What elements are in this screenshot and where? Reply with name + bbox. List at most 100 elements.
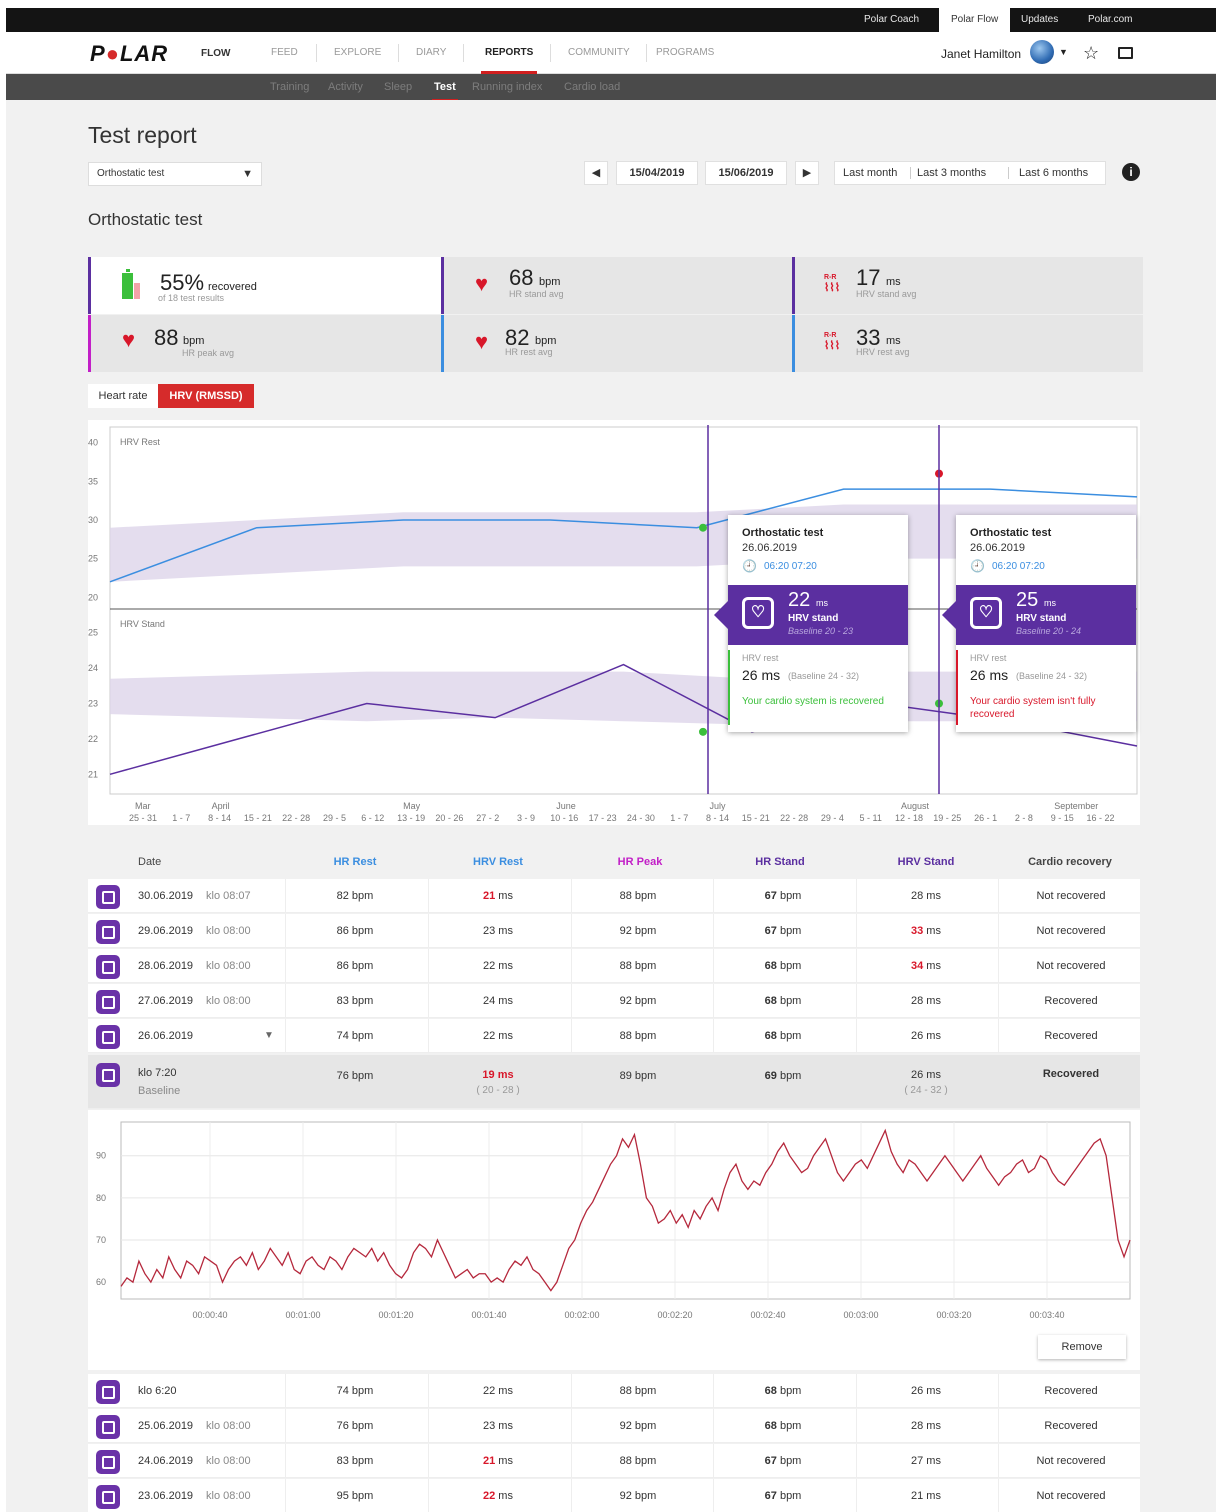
- toggle-hrv[interactable]: HRV (RMSSD): [158, 384, 254, 408]
- tooltip-title: Orthostatic test: [970, 527, 1052, 539]
- nav-feed[interactable]: FEED: [271, 47, 298, 58]
- avatar[interactable]: [1030, 40, 1054, 64]
- nav-reports[interactable]: REPORTS: [480, 47, 538, 74]
- table-row[interactable]: 26.06.2019 ▼ 74 bpm 22 ms 88 bpm 68 bpm 26 ms R…: [88, 1019, 1140, 1053]
- row-date: klo 6:20: [138, 1385, 177, 1397]
- subnav-cardio-load[interactable]: Cardio load: [564, 81, 621, 93]
- remove-button[interactable]: Remove: [1038, 1335, 1126, 1359]
- hrv-stand-chart-title: HRV Stand: [120, 619, 165, 629]
- row-hr-stand: 68 bpm: [764, 1420, 802, 1432]
- star-icon[interactable]: ☆: [1083, 43, 1100, 63]
- header-hrv-rest[interactable]: HRV Rest: [473, 856, 523, 868]
- test-type-select[interactable]: Orthostatic test ▼: [88, 162, 262, 186]
- header-hr-peak[interactable]: HR Peak: [617, 856, 663, 868]
- subnav-sleep[interactable]: Sleep: [384, 81, 413, 93]
- table-row[interactable]: 30.06.2019 klo 08:07 82 bpm 21 ms 88 bpm 67 b…: [88, 879, 1140, 913]
- table-row[interactable]: 27.06.2019 klo 08:00 83 bpm 24 ms 92 bpm 68 b…: [88, 984, 1140, 1018]
- expanded-hrv-stand: 26 ms: [911, 1069, 941, 1081]
- week-tick-label: 24 - 30: [627, 813, 655, 823]
- header-date[interactable]: Date: [138, 856, 162, 868]
- header-hr-rest[interactable]: HR Rest: [333, 856, 377, 868]
- range-last-3-months[interactable]: Last 3 months: [917, 167, 987, 179]
- nav-programs[interactable]: PROGRAMS: [656, 47, 715, 58]
- week-tick-label: 17 - 23: [589, 813, 617, 823]
- table-row[interactable]: 23.06.2019 klo 08:00 95 bpm 22 ms 92 bpm 67 b…: [88, 1479, 1140, 1512]
- next-range-button[interactable]: ▶: [795, 161, 819, 185]
- range-last-month[interactable]: Last month: [843, 167, 898, 179]
- tooltip-unit: ms: [816, 598, 828, 608]
- hrv-icon: R-R ⌇⌇⌇: [824, 274, 841, 294]
- status-bar: [728, 650, 730, 725]
- toggle-heart-rate[interactable]: Heart rate: [88, 384, 158, 408]
- table-row[interactable]: 28.06.2019 klo 08:00 86 bpm 22 ms 88 bpm 68 b…: [88, 949, 1140, 983]
- summary-hrv-rest: R-R ⌇⌇⌇ 33 ms HRV rest avg: [792, 315, 1143, 372]
- cell-divider: [428, 1374, 429, 1408]
- range-last-6-months[interactable]: Last 6 months: [1019, 167, 1089, 179]
- table-row[interactable]: 25.06.2019 klo 08:00 76 bpm 23 ms 92 bpm 68 b…: [88, 1409, 1140, 1443]
- y-tick-label: 40: [88, 438, 98, 448]
- nav-divider: [398, 44, 399, 62]
- prev-range-button[interactable]: ◀: [584, 161, 608, 185]
- subnav-activity[interactable]: Activity: [328, 81, 363, 93]
- battery-icon: [122, 269, 140, 299]
- row-hr-peak: 92 bpm: [619, 995, 657, 1007]
- top-link-polar-com[interactable]: Polar.com: [1088, 14, 1133, 25]
- expanded-row[interactable]: klo 7:20 Baseline 76 bpm 19 ms ( 20 - 28…: [88, 1055, 1140, 1109]
- summary-accent: [792, 257, 795, 314]
- row-time: klo 08:00: [206, 1455, 251, 1467]
- week-tick-label: 22 - 28: [780, 813, 808, 823]
- sub-nav: Training Activity Sleep Test Running ind…: [6, 74, 1216, 101]
- cell-divider: [571, 914, 572, 948]
- nav-explore[interactable]: EXPLORE: [334, 47, 382, 58]
- hrv-rest-label: HRV rest avg: [856, 347, 910, 357]
- cell-divider: [571, 949, 572, 983]
- end-date-field[interactable]: 15/06/2019: [705, 161, 787, 185]
- cell-divider: [856, 914, 857, 948]
- summary-accent: [88, 257, 91, 314]
- table-row[interactable]: klo 6:20 74 bpm 22 ms 88 bpm 68 bpm 26 ms Reco…: [88, 1374, 1140, 1408]
- polar-logo[interactable]: P●LAR: [90, 41, 169, 66]
- header-cardio-recovery[interactable]: Cardio recovery: [1028, 856, 1112, 868]
- header-hrv-stand[interactable]: HRV Stand: [897, 856, 955, 868]
- test-icon: [96, 1063, 120, 1087]
- subnav-training[interactable]: Training: [270, 81, 310, 93]
- month-label: June: [556, 801, 576, 811]
- table-row[interactable]: 24.06.2019 klo 08:00 83 bpm 21 ms 88 bpm 67 b…: [88, 1444, 1140, 1478]
- top-bar: Polar Coach Polar Flow Updates Polar.com: [6, 8, 1216, 32]
- nav-community[interactable]: COMMUNITY: [568, 47, 630, 58]
- cell-divider: [856, 1374, 857, 1408]
- top-link-updates[interactable]: Updates: [1021, 14, 1059, 25]
- cell-divider: [285, 914, 286, 948]
- week-axis: 25 - 31 1 - 7 8 - 14 15 - 21 22 - 28 29 - 5 6 …: [129, 801, 1115, 823]
- user-name[interactable]: Janet Hamilton: [941, 47, 1022, 61]
- start-date-field[interactable]: 15/04/2019: [616, 161, 698, 185]
- info-icon[interactable]: i: [1122, 163, 1140, 181]
- cell-divider: [285, 879, 286, 913]
- hr-rest-unit: bpm: [535, 335, 557, 347]
- nav-divider: [550, 44, 551, 62]
- cell-divider: [856, 1019, 857, 1053]
- top-link-polar-flow[interactable]: Polar Flow: [939, 8, 1011, 32]
- subnav-test[interactable]: Test: [432, 81, 458, 101]
- cell-divider: [998, 1019, 999, 1053]
- cell-divider: [428, 1409, 429, 1443]
- row-hrv-stand: 28 ms: [911, 1420, 941, 1432]
- row-hrv-stand: 21 ms: [911, 1490, 941, 1502]
- x-tick-label: 00:02:20: [657, 1310, 692, 1320]
- row-hr-rest: 86 bpm: [336, 925, 374, 937]
- row-hrv-rest: 22 ms: [483, 1385, 513, 1397]
- row-hrv-stand: 28 ms: [911, 995, 941, 1007]
- message-icon[interactable]: [1118, 47, 1133, 59]
- hr-line: [120, 1128, 1131, 1292]
- nav-diary[interactable]: DIARY: [416, 47, 447, 58]
- chevron-down-icon[interactable]: ▼: [264, 1030, 274, 1041]
- table-row[interactable]: 29.06.2019 klo 08:00 86 bpm 23 ms 92 bpm 67 b…: [88, 914, 1140, 948]
- tooltip-times: 06:20 07:20: [764, 561, 817, 572]
- summary-accent: [88, 315, 91, 372]
- header-hr-stand[interactable]: HR Stand: [755, 856, 805, 868]
- chevron-down-icon[interactable]: ▼: [1059, 47, 1068, 57]
- top-link-polar-coach[interactable]: Polar Coach: [864, 14, 920, 25]
- row-hr-rest: 83 bpm: [336, 995, 374, 1007]
- tooltip-label: HRV stand: [788, 613, 839, 624]
- subnav-running-index[interactable]: Running index: [472, 81, 543, 93]
